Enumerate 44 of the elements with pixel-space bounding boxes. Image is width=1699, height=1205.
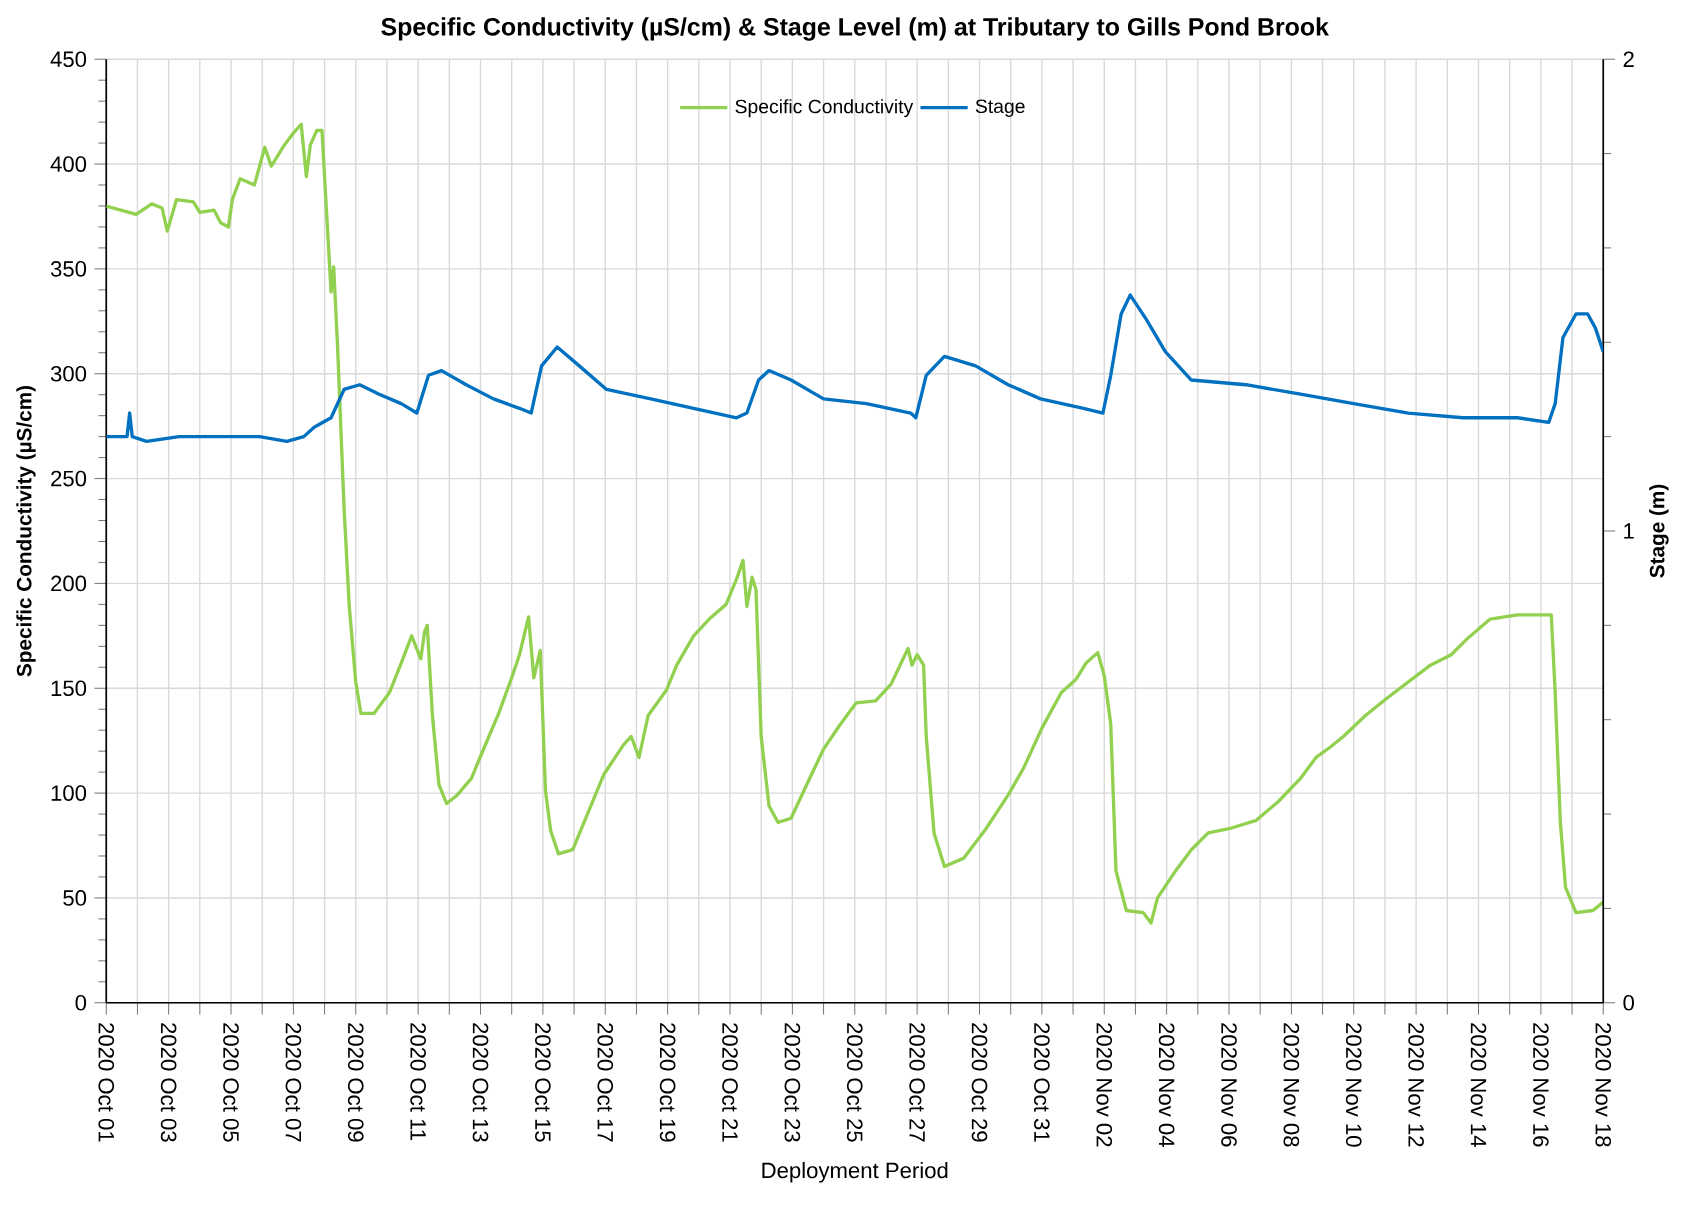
y-tick-label: 200: [51, 575, 87, 592]
y-tick-label: 400: [50, 156, 87, 172]
y2-tick-label: 2: [1623, 51, 1634, 67]
x-tick-label: 2020 Nov 14: [1470, 1023, 1487, 1147]
x-tick-label: 2020 Oct 19: [659, 1023, 676, 1142]
y2-tick-label: 1: [1624, 523, 1634, 539]
y-tick-label: 150: [51, 680, 87, 696]
x-tick-label: 2020 Oct 25: [846, 1023, 863, 1142]
y-tick-label: 250: [51, 470, 87, 487]
legend-label: Specific Conductivity: [735, 98, 914, 118]
x-tick-label: 2020 Oct 29: [971, 1023, 988, 1142]
x-tick-label: 2020 Oct 09: [347, 1023, 364, 1142]
x-tick-label: 2020 Oct 27: [909, 1023, 925, 1142]
x-tick-label: 2020 Nov 08: [1283, 1023, 1300, 1147]
y-axis-title: Specific Conductivity (µS/cm): [16, 385, 36, 677]
y-tick-label: 350: [50, 260, 87, 277]
x-axis-title: Deployment Period: [762, 1161, 948, 1183]
y2-tick-label: 0: [1623, 994, 1634, 1011]
x-tick-label: 2020 Oct 15: [535, 1023, 551, 1142]
y-tick-label: 50: [63, 889, 87, 906]
legend-label: Stage: [975, 99, 1025, 117]
x-tick-label: 2020 Oct 03: [160, 1023, 177, 1142]
y2-axis-title: Stage (m): [1649, 484, 1669, 578]
x-tick-label: 2020 Nov 04: [1158, 1023, 1175, 1147]
x-tick-label: 2020 Oct 07: [285, 1023, 302, 1142]
y-tick-label: 100: [51, 785, 87, 801]
x-tick-label: 2020 Oct 17: [597, 1023, 614, 1142]
x-tick-label: 2020 Nov 10: [1345, 1023, 1362, 1147]
y-tick-label: 450: [50, 51, 87, 67]
x-tick-label: 2020 Nov 12: [1408, 1023, 1424, 1147]
x-tick-label: 2020 Oct 11: [410, 1023, 426, 1140]
y-tick-label: 0: [75, 994, 87, 1011]
x-tick-label: 2020 Nov 16: [1533, 1023, 1549, 1147]
x-tick-label: 2020 Oct 21: [722, 1023, 738, 1142]
chart-title: Specific Conductivity (µS/cm) & Stage Level (m) at Tributary to Gills Pond Brook: [381, 17, 1329, 41]
x-tick-label: 2020 Nov 06: [1221, 1023, 1237, 1147]
x-tick-label: 2020 Nov 18: [1595, 1023, 1612, 1147]
x-tick-label: 2020 Nov 02: [1096, 1023, 1113, 1147]
y-tick-label: 300: [50, 365, 87, 382]
x-tick-label: 2020 Oct 01: [98, 1023, 115, 1142]
x-tick-label: 2020 Oct 13: [472, 1023, 489, 1142]
x-tick-label: 2020 Oct 23: [784, 1023, 801, 1142]
x-tick-label: 2020 Oct 05: [223, 1023, 239, 1142]
x-tick-label: 2020 Oct 31: [1034, 1023, 1050, 1142]
